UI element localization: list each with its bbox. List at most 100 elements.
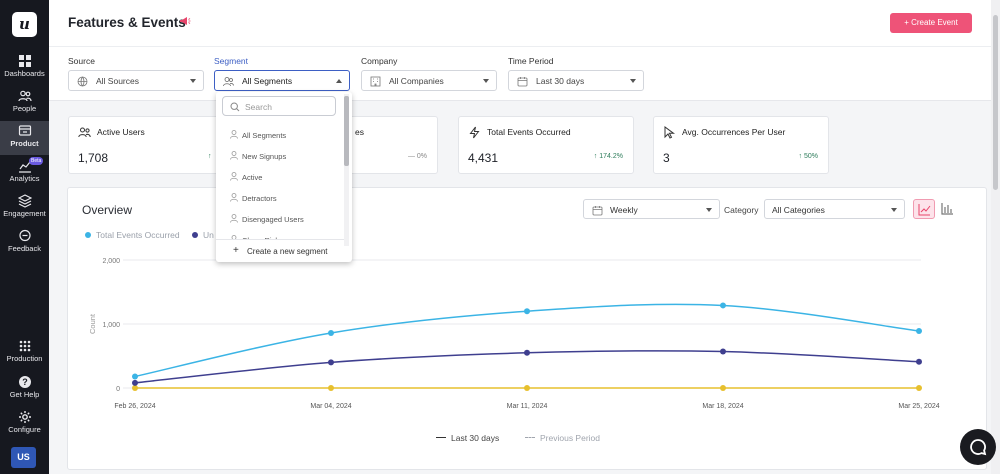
sidebar-item-label: Dashboards	[4, 69, 45, 78]
chevron-down-icon	[891, 208, 897, 212]
sidebar-item-analytics[interactable]: Beta Analytics	[0, 156, 49, 190]
overview-panel: Overview Weekly Category All Categories …	[67, 187, 987, 470]
globe-icon	[77, 76, 88, 87]
person-icon	[230, 214, 238, 223]
company-select[interactable]: All Companies	[361, 70, 497, 91]
building-icon	[370, 76, 381, 87]
series-line	[134, 303, 920, 378]
card-change: ↑ 50%	[798, 153, 818, 160]
category-select[interactable]: All Categories	[764, 199, 905, 219]
legend-label: Un	[203, 230, 214, 240]
data-point	[524, 349, 530, 356]
sidebar-item-dashboards[interactable]: Dashboards	[0, 51, 49, 85]
card-title: Avg. Occurrences Per User	[682, 127, 786, 137]
create-segment-label: Create a new segment	[247, 247, 328, 256]
legend-item[interactable]: Un	[192, 230, 214, 240]
page-scrollbar-thumb[interactable]	[993, 15, 998, 190]
gear-icon	[18, 411, 31, 423]
card-change: — 0%	[407, 153, 427, 160]
chevron-down-icon	[483, 79, 489, 83]
interval-select[interactable]: Weekly	[583, 199, 720, 219]
beta-badge: Beta	[29, 157, 44, 165]
segment-option-label: Active	[242, 173, 263, 182]
sidebar-item-people[interactable]: People	[0, 86, 49, 120]
x-tick-label: Mar 25, 2024	[898, 403, 939, 410]
sidebar-item-engagement[interactable]: Engagement	[0, 191, 49, 225]
segment-option[interactable]: All Segments	[230, 130, 286, 140]
data-point	[720, 385, 726, 391]
x-tick-label: Mar 11, 2024	[507, 403, 548, 410]
time-period-value: Last 30 days	[536, 76, 585, 86]
data-point	[328, 359, 334, 366]
data-point	[328, 329, 334, 336]
sidebar-item-label: Analytics	[9, 174, 40, 183]
dropdown-scrollbar[interactable]	[344, 94, 349, 246]
footer-legend-previous[interactable]: Previous Period	[525, 433, 600, 443]
sidebar-item-label: Production	[6, 354, 43, 363]
grid-icon	[18, 55, 31, 67]
chevron-up-icon	[336, 79, 342, 83]
source-filter: Source All Sources	[68, 56, 204, 91]
segment-option-label: New Signups	[242, 152, 287, 161]
sidebar-item-label: Engagement	[3, 209, 46, 218]
segment-option[interactable]: New Signups	[230, 151, 286, 161]
legend-dot	[85, 232, 91, 238]
avatar[interactable]: US	[11, 447, 36, 468]
card-title: es	[355, 127, 364, 137]
sidebar-item-configure[interactable]: Configure	[0, 407, 49, 441]
analytics-icon	[18, 161, 31, 173]
sidebar-item-product[interactable]: Product	[0, 121, 49, 155]
time-period-select[interactable]: Last 30 days	[508, 70, 644, 91]
apps-grid-icon	[19, 340, 30, 352]
data-point	[720, 348, 726, 355]
page-title: Features & Events	[68, 15, 186, 30]
dropdown-scrollbar-thumb[interactable]	[344, 96, 349, 166]
dashed-line-icon	[525, 437, 535, 438]
page-scrollbar[interactable]	[991, 0, 1000, 474]
layers-icon	[17, 194, 32, 208]
company-label: Company	[361, 56, 398, 66]
person-icon	[230, 193, 238, 202]
data-point	[132, 379, 138, 386]
y-tick-label: 2,000	[102, 258, 120, 265]
x-tick-label: Mar 18, 2024	[702, 403, 743, 410]
card-title: Total Events Occurred	[487, 127, 571, 137]
y-tick-label: 0	[116, 386, 120, 393]
footer-legend-current[interactable]: Last 30 days	[436, 433, 499, 443]
card-change-value: 50%	[803, 153, 818, 160]
segment-select[interactable]: All Segments	[214, 70, 350, 91]
segment-option[interactable]: Detractors	[230, 193, 277, 203]
sidebar-item-feedback[interactable]: Feedback	[0, 226, 49, 260]
sidebar-item-production[interactable]: Production	[0, 336, 49, 370]
time-period-label: Time Period	[508, 56, 554, 66]
y-axis-label: Count	[88, 313, 97, 334]
chat-widget-button[interactable]	[960, 429, 996, 465]
segment-option[interactable]: Active	[230, 172, 262, 182]
card-title: Active Users	[97, 127, 145, 137]
segment-option[interactable]: Disengaged Users	[230, 214, 304, 224]
source-select[interactable]: All Sources	[68, 70, 204, 91]
people-icon	[78, 127, 91, 138]
data-point	[132, 373, 138, 380]
sidebar-item-get-help[interactable]: ? Get Help	[0, 372, 49, 406]
create-segment-button[interactable]: + Create a new segment	[216, 239, 344, 262]
sidebar-item-label: Feedback	[8, 244, 41, 253]
megaphone-icon	[179, 16, 191, 29]
create-event-button[interactable]: + Create Event	[890, 13, 972, 33]
app-logo[interactable]: u	[12, 12, 37, 37]
help-icon: ?	[18, 376, 31, 388]
bar-chart-toggle[interactable]	[937, 199, 959, 219]
avg-occurrences-card: Avg. Occurrences Per User 3 ↑ 50%	[653, 116, 829, 174]
legend-item[interactable]: Total Events Occurred	[85, 230, 180, 240]
calendar-icon	[592, 206, 603, 216]
data-point	[328, 385, 334, 391]
person-icon	[230, 130, 238, 139]
calendar-icon	[517, 77, 528, 87]
line-chart-icon	[918, 204, 931, 216]
sidebar-item-label: Get Help	[9, 390, 40, 399]
overview-title: Overview	[82, 203, 133, 217]
segment-filter: Segment All Segments	[214, 56, 350, 91]
segment-search-input[interactable]: Search	[222, 96, 336, 116]
data-point	[524, 308, 530, 315]
line-chart-toggle[interactable]	[913, 199, 935, 219]
